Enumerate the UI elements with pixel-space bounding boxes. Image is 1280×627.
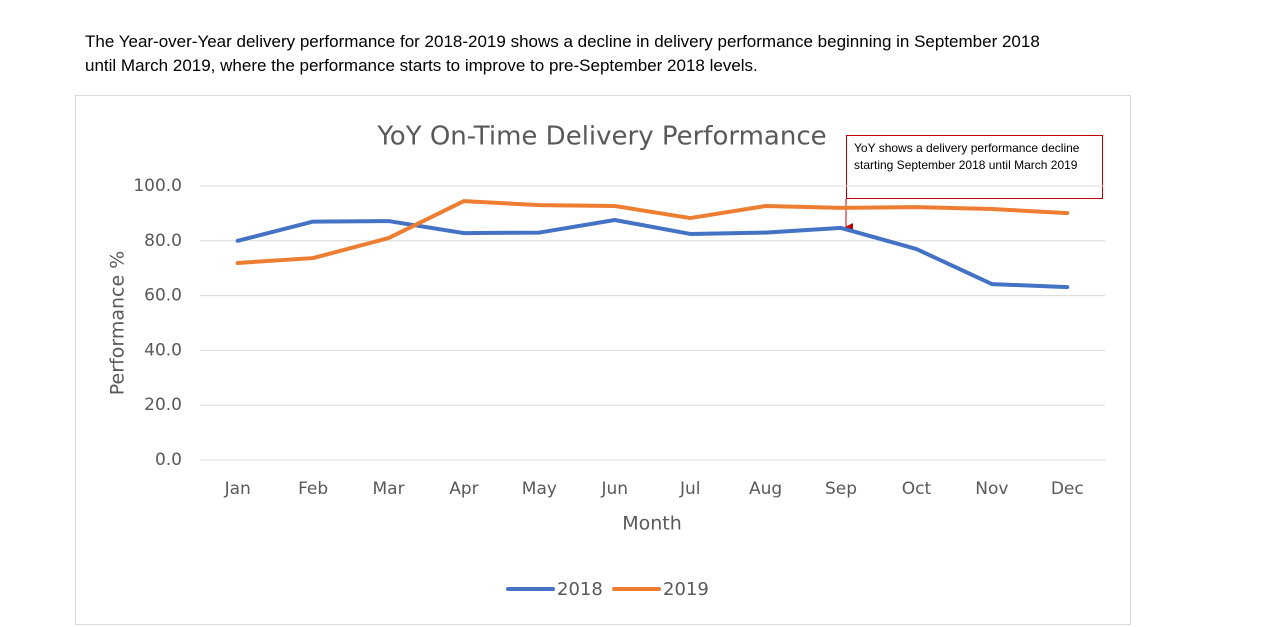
- x-tick-label: Mar: [373, 479, 405, 499]
- x-axis-label: Month: [622, 513, 682, 535]
- annotation-text: YoY shows a delivery performance decline…: [854, 141, 1080, 172]
- x-tick-label: Aug: [749, 479, 782, 499]
- x-tick-label: Jul: [679, 479, 701, 499]
- chart-title: YoY On-Time Delivery Performance: [376, 122, 826, 152]
- series-line: [235, 199, 1070, 265]
- y-tick-label: 80.0: [144, 231, 182, 251]
- intro-text: The Year-over-Year delivery performance …: [85, 32, 1040, 75]
- x-tick-label: Apr: [449, 479, 478, 499]
- y-axis-label: Performance %: [107, 251, 129, 396]
- x-tick-label: Dec: [1051, 479, 1084, 499]
- x-tick-label: Jun: [601, 479, 629, 499]
- x-tick-label: Nov: [975, 479, 1008, 499]
- grid: [200, 185, 1105, 461]
- y-tick-label: 0.0: [155, 450, 182, 470]
- y-tick-label: 60.0: [144, 286, 182, 306]
- x-tick-label: Sep: [825, 479, 857, 499]
- series-line: [235, 217, 1070, 290]
- x-tick-label: Feb: [298, 479, 328, 499]
- legend-label: 2018: [557, 579, 603, 600]
- y-tick-label: 100.0: [133, 176, 182, 196]
- x-tick-label: May: [522, 479, 557, 499]
- y-tick-label: 40.0: [144, 340, 182, 360]
- annotation-box: [846, 135, 1103, 199]
- x-tick-label: Jan: [224, 479, 251, 499]
- legend-label: 2019: [663, 579, 709, 600]
- y-tick-label: 20.0: [144, 395, 182, 415]
- annotation-container: YoY shows a delivery performance decline…: [854, 141, 1080, 172]
- x-tick-label: Oct: [902, 479, 932, 499]
